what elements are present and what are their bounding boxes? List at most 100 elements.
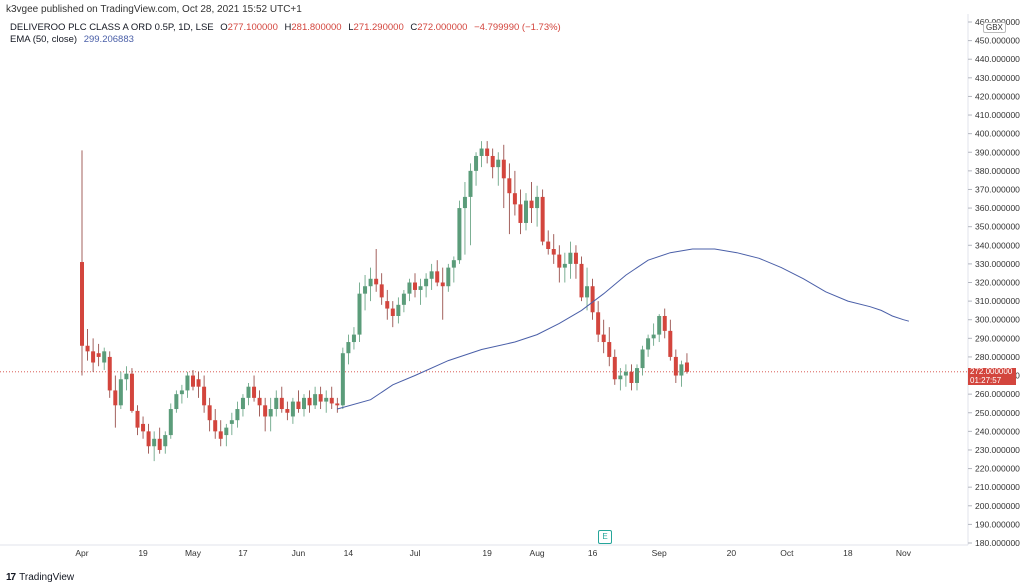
candle-down xyxy=(529,200,534,209)
candle-up xyxy=(446,267,451,287)
candle-up xyxy=(618,375,623,380)
candle-up xyxy=(646,338,651,350)
candle-up xyxy=(363,286,368,294)
ema-line xyxy=(337,248,910,410)
candle-down xyxy=(263,405,268,417)
candle-down xyxy=(329,397,334,404)
candle-down xyxy=(540,196,545,242)
candle-up xyxy=(235,409,240,421)
candle-down xyxy=(202,386,207,406)
ema-label: EMA (50, close) xyxy=(10,34,78,45)
price-tick-label: 300.000000 xyxy=(975,315,1020,325)
time-tick-label: Jun xyxy=(292,548,306,558)
candle-down xyxy=(91,351,96,363)
price-tick-label: 240.000000 xyxy=(975,426,1020,436)
candle-down xyxy=(590,286,595,313)
candle-down xyxy=(485,148,490,156)
candle-up xyxy=(302,397,306,410)
low-label: L xyxy=(348,22,354,33)
candle-down xyxy=(518,204,523,223)
candle-up xyxy=(124,373,129,380)
candle-down xyxy=(335,403,340,406)
candle-down xyxy=(662,315,667,331)
candle-down xyxy=(579,263,584,298)
time-tick-label: Oct xyxy=(780,548,794,558)
symbol-name: DELIVEROO PLC CLASS A ORD 0.5P, 1D, LSE xyxy=(10,22,214,33)
candle-down xyxy=(80,262,84,346)
candle-up xyxy=(568,252,573,264)
price-tick-label: 400.000000 xyxy=(975,129,1020,139)
open-label: O xyxy=(220,22,228,33)
price-tick-label: 180.000000 xyxy=(975,538,1020,548)
time-tick-label: 19 xyxy=(482,548,492,558)
candle-down xyxy=(607,342,612,357)
price-tick-label: 340.000000 xyxy=(975,240,1020,250)
footer-branding[interactable]: 17 TradingView xyxy=(6,572,74,583)
candle-down xyxy=(296,401,301,410)
candle-up xyxy=(340,353,345,406)
candle-down xyxy=(501,159,506,179)
candle-up xyxy=(102,351,107,363)
candle-up xyxy=(401,293,406,305)
candle-down xyxy=(129,373,134,411)
time-tick-label: Nov xyxy=(896,548,912,558)
price-tick-label: 370.000000 xyxy=(975,184,1020,194)
candle-down xyxy=(390,308,395,316)
candle-down xyxy=(141,423,146,432)
candle-down xyxy=(96,353,101,357)
candle-down xyxy=(218,431,223,439)
candle-down xyxy=(374,278,379,285)
high-label: H xyxy=(284,22,292,33)
close-value: 272.000000 xyxy=(417,22,468,33)
currency-badge[interactable]: GBX xyxy=(983,22,1006,33)
candle-up xyxy=(451,260,456,268)
price-tick-label: 280.000000 xyxy=(975,352,1020,362)
candle-up xyxy=(496,159,501,168)
time-tick-label: 16 xyxy=(588,548,598,558)
candle-up xyxy=(313,394,318,406)
candle-down xyxy=(207,405,212,421)
price-tick-label: 350.000000 xyxy=(975,222,1020,232)
candle-down xyxy=(379,284,384,298)
price-tick-label: 190.000000 xyxy=(975,519,1020,529)
candle-down xyxy=(285,409,290,413)
candle-down xyxy=(490,155,495,168)
time-tick-label: May xyxy=(185,548,202,558)
last-price-label: 272.000000 01:27:57 xyxy=(968,367,1016,385)
candle-up xyxy=(185,375,190,391)
candle-up xyxy=(179,390,184,395)
time-tick-label: 17 xyxy=(238,548,248,558)
last-price-value: 272.000000 xyxy=(970,367,1013,376)
tradingview-logo-icon: 17 xyxy=(6,572,16,583)
time-tick-label: Aug xyxy=(530,548,545,558)
earnings-icon[interactable]: E xyxy=(598,530,612,544)
symbol-legend: DELIVEROO PLC CLASS A ORD 0.5P, 1D, LSE … xyxy=(10,22,565,33)
candle-up xyxy=(474,155,479,171)
candle-up xyxy=(524,200,528,223)
price-tick-label: 230.000000 xyxy=(975,445,1020,455)
price-tick-label: 380.000000 xyxy=(975,166,1020,176)
candle-down xyxy=(257,397,262,406)
candle-down xyxy=(252,386,257,398)
candle-down xyxy=(196,379,201,387)
candle-up xyxy=(396,304,401,316)
candle-up xyxy=(535,196,540,209)
candle-down xyxy=(318,394,323,402)
candle-up xyxy=(346,342,351,354)
candle-up xyxy=(457,208,462,261)
candle-up xyxy=(324,397,329,402)
candle-down xyxy=(146,431,151,447)
close-label: C xyxy=(410,22,418,33)
candle-up xyxy=(357,293,362,335)
candle-up xyxy=(246,386,251,398)
candle-up xyxy=(118,379,123,406)
time-tick-label: 14 xyxy=(344,548,354,558)
candle-up xyxy=(562,263,567,268)
candle-down xyxy=(596,312,601,335)
candle-down xyxy=(612,356,617,380)
candle-up xyxy=(240,397,245,410)
price-tick-label: 210.000000 xyxy=(975,482,1020,492)
high-value: 281.800000 xyxy=(291,22,342,33)
candle-down xyxy=(551,249,556,255)
